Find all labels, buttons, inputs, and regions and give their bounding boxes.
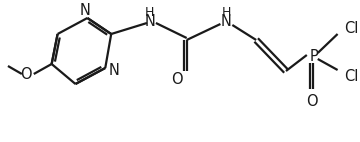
Text: H: H (222, 6, 231, 18)
Text: O: O (171, 72, 183, 86)
Text: Cl: Cl (344, 20, 359, 36)
Text: N: N (109, 62, 120, 78)
Text: N: N (80, 3, 91, 17)
Text: P: P (309, 49, 318, 63)
Text: H: H (145, 6, 155, 18)
Text: N: N (221, 13, 232, 29)
Text: O: O (20, 66, 32, 82)
Text: O: O (306, 94, 318, 109)
Text: Cl: Cl (344, 68, 359, 83)
Text: N: N (144, 13, 156, 29)
